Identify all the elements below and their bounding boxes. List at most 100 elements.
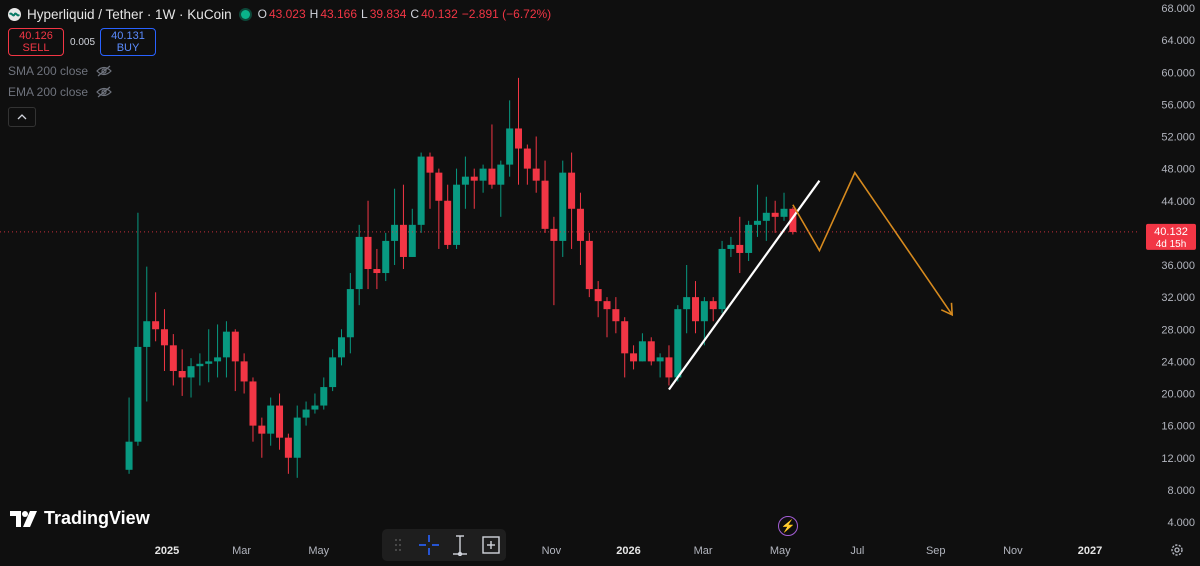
x-tick-label: 2027 bbox=[1078, 545, 1102, 557]
candle-body bbox=[311, 405, 319, 410]
candle bbox=[736, 216, 744, 274]
candle bbox=[293, 405, 301, 478]
candle-body bbox=[621, 321, 629, 354]
symbol-title[interactable]: Hyperliquid / Tether · 1W · KuCoin bbox=[27, 6, 232, 22]
candle bbox=[134, 212, 142, 446]
spread-value: 0.005 bbox=[70, 36, 96, 48]
ohlc-values: O 43.023 H 43.166 L 39.834 C 40.132 −2.891 (… bbox=[258, 7, 554, 21]
eye-slash-icon[interactable] bbox=[96, 65, 112, 77]
candle bbox=[417, 152, 425, 233]
y-tick-label: 4.000 bbox=[1167, 517, 1195, 529]
measure-icon[interactable] bbox=[448, 533, 472, 557]
candle bbox=[700, 297, 708, 346]
candle-body bbox=[205, 361, 213, 364]
crosshair-icon[interactable] bbox=[417, 533, 441, 557]
candle bbox=[506, 100, 514, 177]
candle bbox=[311, 393, 319, 414]
sell-button[interactable]: 40.126 SELL bbox=[8, 28, 64, 56]
candle bbox=[541, 160, 549, 233]
lightning-icon[interactable]: ⚡ bbox=[778, 516, 798, 536]
candle-body bbox=[249, 381, 257, 426]
candle-body bbox=[399, 224, 407, 257]
candle-body bbox=[568, 172, 576, 209]
candle bbox=[391, 188, 399, 265]
candle-body bbox=[709, 301, 717, 310]
candle bbox=[196, 353, 204, 386]
projection-path bbox=[792, 171, 953, 316]
candle bbox=[753, 184, 761, 237]
drag-handle-icon[interactable] bbox=[386, 533, 410, 557]
candle-body bbox=[594, 289, 602, 302]
candle bbox=[745, 220, 753, 261]
symbol-legend[interactable]: Hyperliquid / Tether · 1W · KuCoin O 43.0… bbox=[8, 6, 553, 22]
candle bbox=[692, 281, 700, 334]
candle-body bbox=[125, 441, 133, 470]
candle bbox=[488, 124, 496, 189]
zoom-icon[interactable] bbox=[479, 533, 503, 557]
candle-body bbox=[196, 363, 204, 367]
candle-body bbox=[160, 329, 168, 346]
candle-body bbox=[152, 321, 160, 330]
indicator-sma[interactable]: SMA 200 close bbox=[8, 64, 112, 78]
y-tick-label: 8.000 bbox=[1167, 485, 1195, 497]
x-tick-label: Mar bbox=[694, 545, 713, 557]
bar-countdown: 4d 15h bbox=[1156, 239, 1187, 250]
x-tick-label: May bbox=[770, 545, 791, 557]
candle-body bbox=[506, 128, 514, 165]
candle-body bbox=[585, 240, 593, 290]
candle bbox=[364, 200, 372, 290]
indicator-label: EMA 200 close bbox=[8, 85, 89, 99]
candle-body bbox=[187, 366, 195, 378]
candle-body bbox=[692, 297, 700, 322]
candle bbox=[373, 248, 381, 290]
candle-body bbox=[488, 168, 496, 185]
gear-icon[interactable] bbox=[1170, 543, 1184, 557]
candle bbox=[718, 240, 726, 314]
projection-arrowhead bbox=[940, 302, 954, 317]
candle-body bbox=[771, 212, 779, 217]
trendline bbox=[668, 180, 821, 391]
candle-body bbox=[630, 353, 638, 362]
candle-body bbox=[559, 172, 567, 241]
candle bbox=[143, 266, 151, 402]
candle-body bbox=[497, 164, 505, 185]
close-value: 40.132 bbox=[421, 7, 458, 21]
candle bbox=[683, 265, 691, 334]
candle bbox=[267, 397, 275, 446]
high-value: 43.166 bbox=[320, 7, 358, 21]
candle-body bbox=[762, 212, 770, 221]
buy-button[interactable]: 40.131 BUY bbox=[100, 28, 156, 56]
candle bbox=[532, 136, 540, 193]
candle bbox=[125, 397, 133, 474]
candle-body bbox=[727, 244, 735, 249]
candle-body bbox=[337, 337, 345, 358]
collapse-legend-button[interactable] bbox=[8, 107, 36, 127]
x-tick-label: Sep bbox=[926, 545, 946, 557]
y-tick-label: 16.000 bbox=[1161, 421, 1195, 433]
low-value: 39.834 bbox=[369, 7, 407, 21]
candle-body bbox=[780, 208, 788, 217]
candle bbox=[656, 353, 664, 378]
candle-body bbox=[426, 156, 434, 173]
y-tick-label: 56.000 bbox=[1161, 99, 1195, 111]
candle bbox=[621, 317, 629, 378]
x-tick-label: 2026 bbox=[616, 545, 640, 557]
indicator-ema[interactable]: EMA 200 close bbox=[8, 85, 112, 99]
candle-body bbox=[541, 180, 549, 229]
watermark-text: TradingView bbox=[44, 508, 150, 528]
candle bbox=[178, 349, 186, 396]
candle-body bbox=[789, 208, 797, 233]
y-tick-label: 64.000 bbox=[1161, 35, 1195, 47]
candle bbox=[160, 309, 168, 372]
x-tick-label: Jul bbox=[850, 545, 864, 557]
candle-body bbox=[178, 371, 186, 378]
candle-body bbox=[479, 168, 487, 181]
eye-slash-icon[interactable] bbox=[96, 86, 112, 98]
candle-body bbox=[134, 346, 142, 442]
sell-label: SELL bbox=[22, 42, 50, 54]
high-label: H bbox=[309, 7, 319, 21]
candle bbox=[302, 401, 310, 426]
candle-body bbox=[373, 269, 381, 274]
